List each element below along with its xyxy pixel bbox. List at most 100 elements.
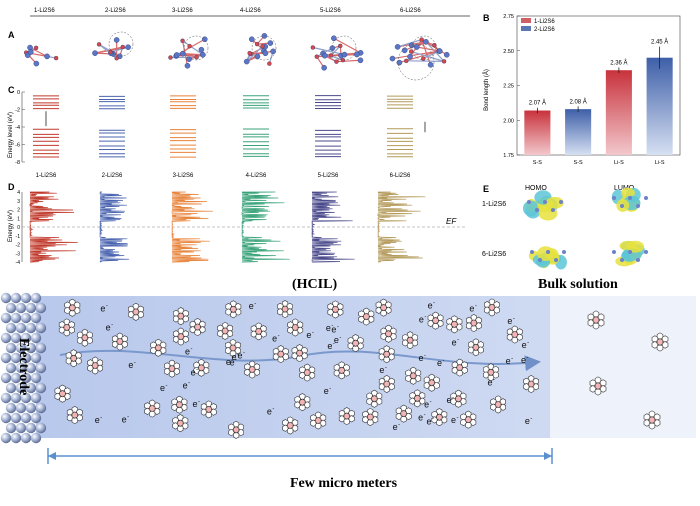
structure-title: 1-Li2S6 [34,8,55,14]
legend-entry: 1-Li2S6 [534,19,555,25]
panel-c-ylabel: Energy level (eV) [8,112,14,158]
orbital-isosurface [612,188,648,212]
electron-label: e [100,303,105,313]
li2s6-molecule [92,32,133,60]
bar [647,58,673,155]
electron-charge: - [433,301,435,307]
electron-charge: - [527,355,529,361]
electron-charge: - [272,406,274,412]
electrode-atom [31,393,41,403]
bulk-solution-region [550,296,696,438]
fermi-label: EF [446,217,457,226]
y-tick-label: 2 [17,208,20,214]
electron-label: e [272,334,277,344]
electrode-atom [11,313,21,323]
electron-label: e [267,406,272,416]
panel-d-ylabel: Energy (eV) [8,210,14,242]
electron-label: e [106,322,111,332]
data-label: 2.45 Å [651,39,668,46]
electron-label: e [506,356,511,366]
electron-charge: - [493,378,495,384]
data-label: 2.07 Å [529,100,546,107]
electrode-atom [1,333,11,343]
y-tick-label: 4 [17,190,20,196]
y-tick-label: -8 [15,160,20,166]
y-tick-label: -1 [16,234,21,240]
electrode-atom [16,303,26,313]
electron-charge: - [457,338,459,344]
y-tick-label: -4 [16,260,21,266]
electrode-atom [36,343,46,353]
electron-charge: - [134,360,136,366]
electron-label: e [191,368,196,378]
panel-b-ylabel: Bond length (Å) [483,69,490,111]
electrode-atom [26,323,36,333]
y-tick-label: 1 [17,216,20,222]
electron-label: e [446,395,451,405]
electron-charge: - [198,399,200,405]
y-tick-label: -2 [16,243,21,249]
electrode-atom [16,403,26,413]
electron-charge: - [456,415,458,421]
structure-molecules [24,32,449,80]
electron-label: e [507,316,512,326]
legend-entry: 2-Li2S6 [534,27,555,33]
electron-label: e [469,304,474,314]
electron-charge: - [475,304,477,310]
electrode-atom [21,413,31,423]
electron-label: e [379,365,384,375]
orbital-row-label-2: 6-Li2S6 [482,251,506,258]
hcil-title: (HCIL) [292,277,337,292]
data-label: 2.08 Å [569,98,586,105]
electron-charge: - [127,415,129,421]
li2s6-molecule [311,36,363,71]
electron-label: e [525,416,530,426]
y-tick-label: 2.50 [503,49,514,55]
electrode-atom [1,293,11,303]
electrode-atom [1,373,11,383]
electron-charge: - [237,352,239,358]
panel-b-label: B [483,13,490,23]
electrode-atom [26,423,36,433]
scale-label: Few micro meters [290,476,398,491]
electron-charge: - [385,365,387,371]
x-tick-label: Li-S [655,160,665,166]
electrode-label: Electrode [16,338,31,395]
y-tick-label: 2.75 [503,14,514,20]
column-label: 5-Li2S6 [318,173,339,179]
electron-charge: - [312,330,314,336]
electron-label: e [185,347,190,357]
electrode-atom [31,313,41,323]
electron-label: e [393,422,398,432]
electron-label: e [452,338,457,348]
electron-charge: - [398,422,400,428]
electron-charge: - [188,380,190,386]
electrode-atom [16,323,26,333]
electron-label: e [418,353,423,363]
electrode-atom [6,323,16,333]
column-label: 6-Li2S6 [390,173,411,179]
electron-charge: - [513,316,515,322]
structure-title: 6-Li2S6 [400,8,421,14]
electrode-atom [6,343,16,353]
y-tick-label: 2.25 [503,84,514,90]
electron-charge: - [191,347,193,353]
electron-label: e [488,378,493,388]
electron-charge: - [331,323,333,329]
electron-charge: - [424,353,426,359]
electron-label: e [419,315,424,325]
electrode-atom [31,293,41,303]
orbital-isosurface [523,190,564,220]
electron-charge: - [100,415,102,421]
electron-charge: - [432,417,434,423]
legend-swatch [521,18,531,23]
electrode-atom [6,383,16,393]
y-tick-label: -3 [16,251,21,257]
li2s6-molecule [24,45,58,66]
electrode-atom [36,363,46,373]
electrode-atom [1,413,11,423]
